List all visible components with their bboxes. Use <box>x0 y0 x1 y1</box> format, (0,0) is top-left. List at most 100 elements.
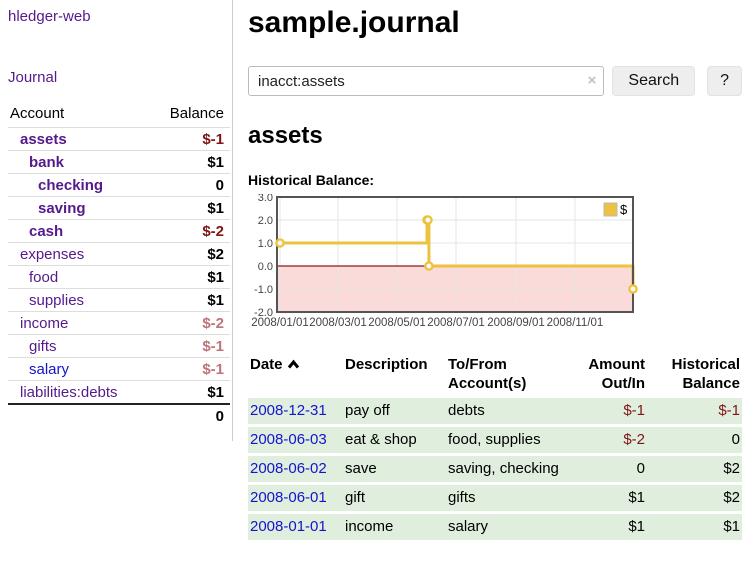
account-link[interactable]: supplies <box>29 291 85 309</box>
account-balance: $-2 <box>202 314 224 332</box>
register-row: 2008-06-01 gift gifts $1 $2 <box>248 485 742 511</box>
register-header-description: Description <box>345 356 428 373</box>
account-link[interactable]: expenses <box>20 245 85 263</box>
transaction-date-link[interactable]: 2008-12-31 <box>250 402 327 419</box>
account-balance: $1 <box>207 383 224 401</box>
transaction-description: pay off <box>345 398 448 424</box>
account-balance: $-1 <box>202 337 224 355</box>
transaction-date-link[interactable]: 2008-06-02 <box>250 460 327 477</box>
register-table: Date Description To/From Account(s) Amou… <box>248 350 742 543</box>
account-link[interactable]: salary <box>29 360 70 378</box>
transaction-date-link[interactable]: 2008-06-01 <box>250 489 327 506</box>
accounts-total-row: 0 <box>8 404 230 427</box>
account-row: cash $-2 <box>8 219 230 243</box>
account-link[interactable]: income <box>20 314 69 332</box>
account-balance: $1 <box>207 199 224 217</box>
transaction-accounts: debts <box>448 398 567 424</box>
transaction-balance: $2 <box>647 456 742 482</box>
account-row: gifts $-1 <box>8 334 230 358</box>
account-row: salary $-1 <box>8 357 230 381</box>
sidebar: hledger-web Journal Account Balance asse… <box>0 0 233 441</box>
transaction-description: eat & shop <box>345 427 448 453</box>
register-header-accounts: To/From Account(s) <box>448 356 527 392</box>
svg-text:1.0: 1.0 <box>258 238 273 250</box>
transaction-balance: $-1 <box>647 398 742 424</box>
svg-text:-1.0: -1.0 <box>254 284 273 296</box>
transaction-amount: $1 <box>567 514 647 540</box>
account-link[interactable]: saving <box>38 199 86 217</box>
account-link[interactable]: liabilities:debts <box>20 383 118 401</box>
account-balance: $1 <box>207 268 224 286</box>
transaction-date-link[interactable]: 2008-01-01 <box>250 518 327 535</box>
transaction-balance: $2 <box>647 485 742 511</box>
register-row: 2008-06-03 eat & shop food, supplies $-2 0 <box>248 427 742 453</box>
search-button[interactable]: Search <box>612 66 696 96</box>
svg-text:2008/11/01: 2008/11/01 <box>547 317 604 329</box>
register-row: 2008-06-02 save saving, checking 0 $2 <box>248 456 742 482</box>
account-balance: $-1 <box>202 360 224 378</box>
page-title: sample.journal <box>248 6 460 39</box>
svg-text:0.0: 0.0 <box>258 261 273 273</box>
transaction-amount: $-1 <box>567 398 647 424</box>
register-header-amount: Amount Out/In <box>588 356 645 392</box>
clear-search-icon[interactable]: × <box>587 72 597 89</box>
svg-text:2008/07/01: 2008/07/01 <box>427 317 485 329</box>
transaction-description: gift <box>345 485 448 511</box>
register-header-date[interactable]: Date <box>248 353 345 395</box>
account-link[interactable]: food <box>29 268 59 286</box>
transaction-accounts: gifts <box>448 485 567 511</box>
svg-text:$: $ <box>620 202 628 217</box>
historical-balance-chart: $3.0 2.0 1.0 0.0 -1.0 -2.0 2008/01/01 2008/03/0… <box>248 192 728 336</box>
svg-text:2008/09/01: 2008/09/01 <box>487 317 545 329</box>
help-button[interactable]: ? <box>707 66 742 96</box>
account-row: income $-2 <box>8 311 230 335</box>
app-brand-link[interactable]: hledger-web <box>8 8 91 25</box>
account-row: expenses $2 <box>8 242 230 266</box>
sidebar-item-journal[interactable]: Journal <box>8 69 58 86</box>
account-heading: assets <box>248 122 323 149</box>
transaction-description: income <box>345 514 448 540</box>
account-row: assets $-1 <box>8 127 230 151</box>
transaction-balance: 0 <box>647 427 742 453</box>
account-balance: $-2 <box>202 222 224 240</box>
accounts-header-balance: Balance <box>169 105 224 122</box>
chart-section-label: Historical Balance: <box>248 172 375 188</box>
transaction-accounts: salary <box>448 514 567 540</box>
account-balance: $-1 <box>202 130 224 148</box>
accounts-header-account: Account <box>10 105 65 122</box>
search-input[interactable] <box>248 66 605 96</box>
accounts-table: Account Balance assets $-1 bank $1 checking 0… <box>8 102 230 427</box>
transaction-accounts: food, supplies <box>448 427 567 453</box>
svg-text:2008/01/01: 2008/01/01 <box>251 317 309 329</box>
account-row: liabilities:debts $1 <box>8 380 230 405</box>
register-row: 2008-01-01 income salary $1 $1 <box>248 514 742 540</box>
transaction-amount: $1 <box>567 485 647 511</box>
transaction-date-link[interactable]: 2008-06-03 <box>250 431 327 448</box>
register-header-balance: Historical Balance <box>671 356 740 392</box>
account-row: bank $1 <box>8 150 230 174</box>
transaction-description: save <box>345 456 448 482</box>
sort-ascending-icon <box>287 359 299 369</box>
transaction-accounts: saving, checking <box>448 456 567 482</box>
search-bar: × Search ? <box>248 66 742 96</box>
account-row: saving $1 <box>8 196 230 220</box>
account-link[interactable]: gifts <box>29 337 57 355</box>
svg-text:3.0: 3.0 <box>258 194 273 204</box>
main-content: sample.journal × Search ? assets Histori… <box>248 0 742 543</box>
accounts-total-value: 0 <box>215 407 224 425</box>
account-balance: $1 <box>207 291 224 309</box>
transaction-balance: $1 <box>647 514 742 540</box>
account-link[interactable]: assets <box>20 130 67 148</box>
account-link[interactable]: checking <box>38 176 104 194</box>
svg-text:2008/05/01: 2008/05/01 <box>368 317 426 329</box>
account-row: checking 0 <box>8 173 230 197</box>
account-link[interactable]: cash <box>29 222 64 240</box>
svg-text:-2.0: -2.0 <box>254 307 273 319</box>
account-link[interactable]: bank <box>29 153 65 171</box>
register-row: 2008-12-31 pay off debts $-1 $-1 <box>248 398 742 424</box>
transaction-amount: 0 <box>567 456 647 482</box>
account-balance: $2 <box>207 245 224 263</box>
account-row: supplies $1 <box>8 288 230 312</box>
svg-text:2008/03/01: 2008/03/01 <box>309 317 367 329</box>
